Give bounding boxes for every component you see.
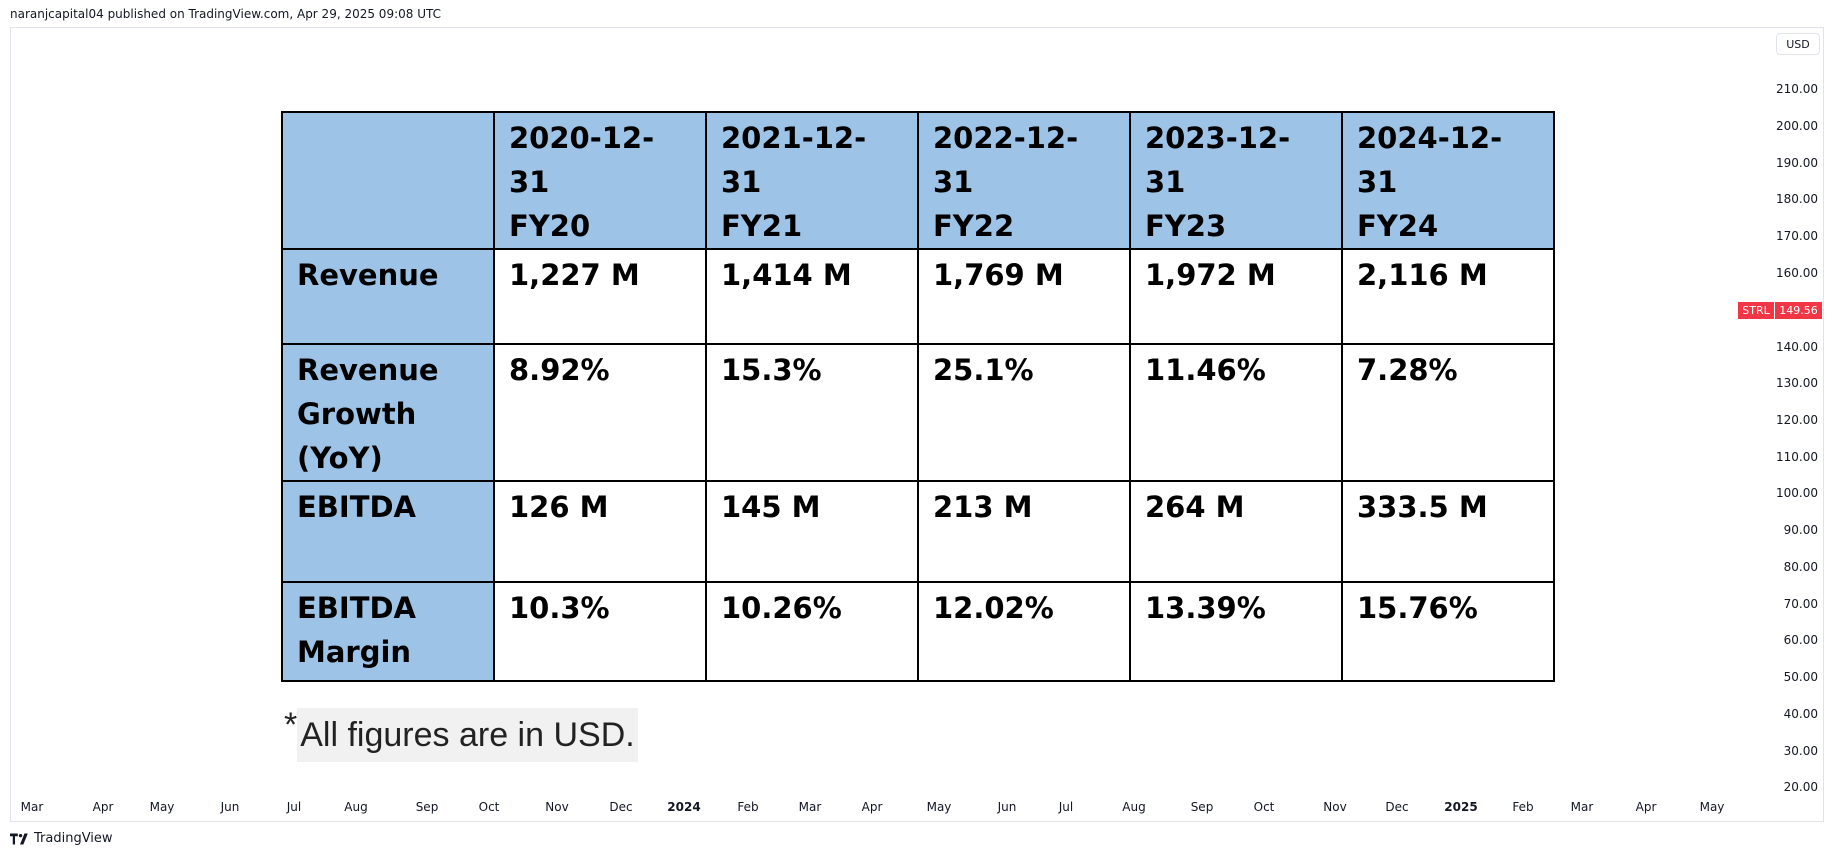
table-cell: 1,227 M	[493, 248, 707, 345]
symbol-label: STRL	[1738, 302, 1774, 319]
column-header: 2021-12-31 FY21	[705, 111, 919, 250]
table-cell: 126 M	[493, 480, 707, 583]
time-tick-label: Mar	[1570, 800, 1594, 814]
footnote: * All figures are in USD.	[284, 708, 638, 762]
time-tick-label: Mar	[798, 800, 822, 814]
chart-pane[interactable]	[10, 27, 1824, 822]
table-cell: 264 M	[1129, 480, 1343, 583]
time-tick-label: Dec	[609, 800, 633, 814]
time-tick-label: Nov	[545, 800, 569, 814]
time-tick-label: Jul	[1058, 800, 1074, 814]
table-cell: 7.28%	[1341, 343, 1555, 482]
footnote-text: All figures are in USD.	[297, 708, 638, 762]
table-cell: 1,972 M	[1129, 248, 1343, 345]
time-tick-label: 2025	[1444, 800, 1478, 814]
column-date: 2021-12-31	[721, 121, 867, 199]
table-row: Revenue 1,227 M 1,414 M 1,769 M 1,972 M …	[281, 248, 1555, 345]
table-header-row: 2020-12-31 FY20 2021-12-31 FY21 2022-12-31…	[281, 111, 1555, 250]
time-tick-label: Sep	[1190, 800, 1214, 814]
column-header: 2020-12-31 FY20	[493, 111, 707, 250]
column-fy: FY21	[721, 209, 803, 243]
table-cell: 11.46%	[1129, 343, 1343, 482]
table-cell: 2,116 M	[1341, 248, 1555, 345]
financials-table: 2020-12-31 FY20 2021-12-31 FY21 2022-12-31…	[281, 111, 1555, 682]
row-label: EBITDA Margin	[281, 581, 495, 682]
row-label: EBITDA	[281, 480, 495, 583]
table-cell: 10.3%	[493, 581, 707, 682]
table-cell: 8.92%	[493, 343, 707, 482]
time-tick-label: Feb	[737, 800, 759, 814]
time-tick-label: Apr	[1635, 800, 1657, 814]
table-cell: 1,769 M	[917, 248, 1131, 345]
time-tick-label: Aug	[1122, 800, 1146, 814]
publisher-line: naranjcapital04 published on TradingView…	[10, 7, 441, 21]
time-tick-label: Apr	[92, 800, 114, 814]
column-header: 2022-12-31 FY22	[917, 111, 1131, 250]
time-tick-label: Aug	[344, 800, 368, 814]
time-tick-label: Nov	[1323, 800, 1347, 814]
tradingview-brand[interactable]: TradingView	[10, 831, 113, 846]
table-row: EBITDA Margin 10.3% 10.26% 12.02% 13.39%…	[281, 581, 1555, 682]
table-row: EBITDA 126 M 145 M 213 M 264 M 333.5 M	[281, 480, 1555, 583]
time-tick-label: Jun	[997, 800, 1017, 814]
column-date: 2020-12-31	[509, 121, 655, 199]
table-corner-cell	[281, 111, 495, 250]
table-cell: 145 M	[705, 480, 919, 583]
time-tick-label: May	[926, 800, 952, 814]
column-fy: FY20	[509, 209, 591, 243]
table-row: Revenue Growth (YoY) 8.92% 15.3% 25.1% 1…	[281, 343, 1555, 482]
column-fy: FY24	[1357, 209, 1439, 243]
time-tick-label: Jul	[286, 800, 302, 814]
tradingview-logo-icon	[10, 832, 28, 845]
footnote-asterisk: *	[284, 706, 298, 744]
column-header: 2024-12-31 FY24	[1341, 111, 1555, 250]
table-cell: 25.1%	[917, 343, 1131, 482]
brand-name: TradingView	[34, 831, 113, 846]
time-tick-label: 2024	[667, 800, 701, 814]
row-label: Revenue Growth (YoY)	[281, 343, 495, 482]
column-date: 2022-12-31	[933, 121, 1079, 199]
table-cell: 12.02%	[917, 581, 1131, 682]
table-cell: 333.5 M	[1341, 480, 1555, 583]
time-tick-label: Jun	[220, 800, 240, 814]
currency-button[interactable]: USD	[1776, 33, 1820, 55]
time-axis[interactable]: Mar Apr May Jun Jul Aug Sep Oct Nov Dec 2024 Feb Mar…	[0, 800, 1835, 816]
time-tick-label: May	[149, 800, 175, 814]
time-tick-label: Oct	[478, 800, 500, 814]
time-tick-label: May	[1699, 800, 1725, 814]
row-label: Revenue	[281, 248, 495, 345]
table-cell: 15.76%	[1341, 581, 1555, 682]
column-fy: FY23	[1145, 209, 1227, 243]
time-tick-label: Apr	[861, 800, 883, 814]
column-header: 2023-12-31 FY23	[1129, 111, 1343, 250]
time-tick-label: Dec	[1385, 800, 1409, 814]
table-cell: 15.3%	[705, 343, 919, 482]
column-date: 2023-12-31	[1145, 121, 1291, 199]
time-tick-label: Sep	[415, 800, 439, 814]
column-fy: FY22	[933, 209, 1015, 243]
time-tick-label: Oct	[1253, 800, 1275, 814]
time-tick-label: Feb	[1512, 800, 1534, 814]
table-cell: 213 M	[917, 480, 1131, 583]
table-cell: 10.26%	[705, 581, 919, 682]
time-tick-label: Mar	[20, 800, 44, 814]
table-cell: 1,414 M	[705, 248, 919, 345]
table-cell: 13.39%	[1129, 581, 1343, 682]
column-date: 2024-12-31	[1357, 121, 1503, 199]
last-price-label: 149.56	[1775, 302, 1822, 319]
